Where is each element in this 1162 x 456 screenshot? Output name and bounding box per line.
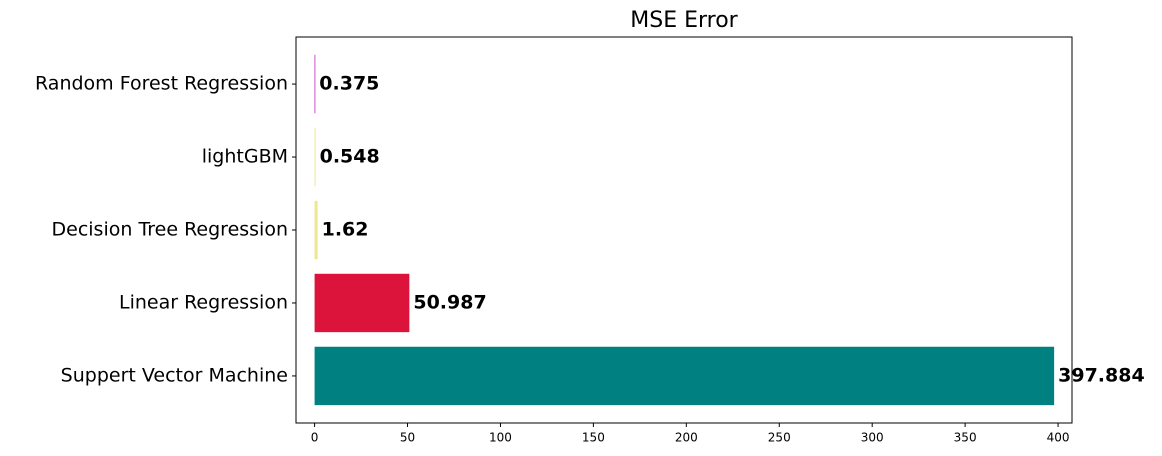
y-tick-label: Suppert Vector Machine [61, 364, 288, 386]
chart-title: MSE Error [630, 8, 738, 33]
bar [314, 127, 316, 187]
bar [314, 200, 318, 260]
x-tick-label: 0 [311, 431, 319, 445]
x-tick-label: 400 [1047, 431, 1070, 445]
x-tick-label: 250 [768, 431, 791, 445]
bar [314, 273, 410, 333]
x-tick-label: 50 [400, 431, 415, 445]
plot-frame [295, 36, 1073, 424]
y-tick-label: Random Forest Regression [35, 73, 288, 95]
x-tick-label: 100 [489, 431, 512, 445]
x-tick-label: 200 [675, 431, 698, 445]
y-tick-label: Linear Regression [119, 291, 288, 313]
x-tick-label: 150 [582, 431, 605, 445]
y-tick-label: Decision Tree Regression [52, 219, 288, 241]
x-tick-label: 350 [954, 431, 977, 445]
value-label: 0.548 [320, 146, 380, 168]
y-tick-label: lightGBM [202, 146, 288, 168]
value-label: 50.987 [413, 291, 486, 313]
x-tick-label: 300 [861, 431, 884, 445]
bar [314, 54, 316, 114]
value-label: 1.62 [322, 219, 369, 241]
bar [314, 346, 1055, 406]
value-label: 397.884 [1058, 364, 1145, 386]
value-label: 0.375 [319, 73, 379, 95]
